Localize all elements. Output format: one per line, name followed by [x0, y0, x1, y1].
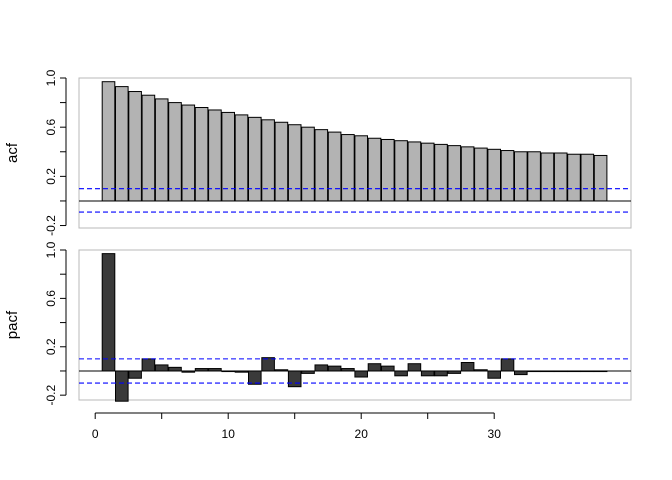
acf-bar [527, 151, 541, 202]
pacf-bar [487, 370, 501, 379]
pacf-bar [261, 357, 275, 372]
acf-bar [487, 148, 501, 202]
pacf-bar [314, 364, 329, 372]
acf-bar [567, 153, 581, 202]
acf-bar [287, 124, 302, 202]
acf-bar [500, 150, 515, 202]
acf-y-tick-label: -0.2 [44, 215, 58, 236]
acf-bar [381, 138, 395, 202]
pacf-bar [514, 370, 528, 376]
acf-y-tick-label: 1.0 [44, 69, 58, 86]
acf-bar [593, 154, 608, 202]
acf-bar [514, 151, 528, 202]
acf-bar [540, 152, 555, 202]
pacf-bar [141, 358, 156, 372]
acf-bar [341, 134, 355, 202]
pacf-bar [407, 363, 422, 372]
acf-bar [154, 98, 169, 202]
pacf-x-tick-label: 0 [92, 427, 99, 441]
pacf-bar [327, 365, 342, 372]
acf-bar [580, 153, 595, 202]
pacf-plot-frame [78, 249, 632, 401]
acf-bar [354, 135, 368, 202]
acf-bar [181, 104, 196, 202]
acf-bar [434, 143, 448, 202]
pacf-bar [381, 365, 395, 372]
acf-bar [407, 141, 422, 202]
acf-bar [194, 107, 209, 202]
acf-bar [420, 142, 435, 202]
pacf-x-tick-label: 30 [488, 427, 502, 441]
pacf-bar [354, 370, 368, 378]
acf-y-tick-label: 0.6 [44, 119, 58, 136]
acf-bar [301, 126, 315, 202]
pacf-bar [128, 370, 142, 379]
acf-bar [447, 145, 462, 202]
pacf-bar [287, 370, 302, 388]
pacf-bar [248, 370, 262, 385]
pacf-bar [434, 370, 448, 377]
pacf-y-tick-label: 0.2 [44, 338, 58, 355]
pacf-bar [115, 370, 129, 402]
pacf-bar [394, 370, 408, 377]
acf-bar [460, 146, 475, 202]
pacf-x-tick-label: 20 [355, 427, 369, 441]
acf-bar [115, 86, 129, 202]
acf-bar [234, 114, 249, 202]
acf-bar [314, 129, 329, 202]
acf-bar [553, 152, 568, 202]
acf-bar [474, 147, 488, 202]
acf-bar [208, 109, 222, 202]
pacf-bar [500, 358, 515, 372]
pacf-bar [168, 366, 182, 372]
pacf-bar [367, 363, 382, 372]
acf-bar [101, 81, 116, 202]
acf-bar [394, 140, 408, 202]
pacf-x-tick-label: 10 [222, 427, 236, 441]
acf-bar [128, 91, 142, 202]
pacf-bar [154, 364, 169, 372]
acf-y-axis-title: acf [4, 142, 21, 163]
acf-bar [168, 102, 182, 202]
pacf-y-tick-label: 0.6 [44, 290, 58, 307]
acf-bar [327, 131, 342, 202]
pacf-y-tick-label: 1.0 [44, 241, 58, 258]
acf-y-tick-label: 0.2 [44, 168, 58, 185]
acf-plot-frame [78, 77, 632, 229]
acf-bar [141, 94, 156, 202]
acf-bar [367, 137, 382, 202]
pacf-bar [420, 370, 435, 377]
pacf-y-tick-label: -0.2 [44, 385, 58, 406]
pacf-y-axis-title: pacf [4, 310, 21, 339]
pacf-bar [460, 362, 475, 372]
acf-bar [221, 111, 235, 202]
pacf-bar [101, 253, 116, 372]
